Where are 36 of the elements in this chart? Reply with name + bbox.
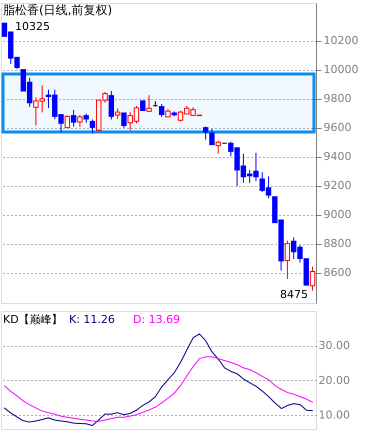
text: D: 13.69 — [133, 313, 180, 326]
candlestick — [90, 119, 96, 134]
y-tick-label: 30.00 — [318, 339, 350, 352]
candlestick — [83, 113, 89, 124]
annotation: 10325 — [15, 20, 50, 33]
y-tick-label: 10000 — [324, 63, 358, 76]
y-tick-label: 20.00 — [318, 374, 350, 387]
y-tick-label: 8800 — [324, 237, 352, 250]
candlestick — [209, 128, 215, 146]
candlestick — [284, 240, 290, 280]
y-tick-label: 9400 — [324, 150, 352, 164]
y-tick-label: 9800 — [324, 92, 352, 106]
y-tick-label: 10.00 — [318, 408, 350, 422]
line-series — [4, 333, 314, 426]
chart-title: 脂松香(日线,前复权) — [3, 3, 112, 17]
text: K: 11.26 — [69, 313, 115, 326]
candlestick — [64, 114, 70, 128]
y-tick-label: 9200 — [324, 179, 352, 192]
candlestick — [108, 90, 114, 120]
candlestick — [216, 140, 221, 154]
candlestick — [140, 100, 146, 112]
chart-title: KD【巅峰】 — [3, 313, 63, 326]
candlestick — [202, 126, 208, 140]
y-tick-label: 8600 — [324, 266, 352, 280]
candlestick — [146, 94, 152, 112]
candlestick — [158, 104, 164, 118]
candlestick — [77, 114, 83, 128]
y-tick-label: 9000 — [324, 208, 352, 222]
y-tick-label: 10200 — [324, 34, 358, 48]
candlestick — [310, 266, 316, 292]
candlestick — [114, 108, 120, 120]
candlestick — [121, 112, 127, 128]
line-series — [4, 356, 314, 422]
y-tick-label: 9600 — [324, 121, 352, 134]
candlestick — [70, 109, 76, 128]
annotation: 8475 — [280, 288, 308, 301]
